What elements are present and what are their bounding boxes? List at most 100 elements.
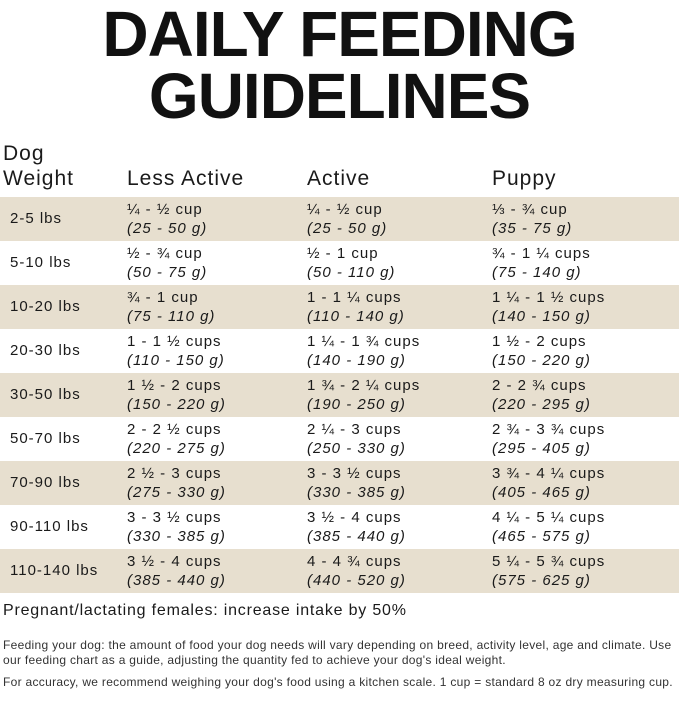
table-cell: ¾ - 1 ¼ cups (75 - 140 g) xyxy=(492,244,591,282)
column-header: Active xyxy=(307,167,371,190)
grams: (465 - 575 g) xyxy=(492,528,591,545)
cups: 1 - 1 ½ cups xyxy=(127,333,222,350)
cups: 1 ¾ - 2 ¼ cups xyxy=(307,377,421,394)
weight: 70-90 lbs xyxy=(10,474,81,491)
cups: ⅓ - ¾ cup xyxy=(492,201,568,218)
table-cell: 1 ¾ - 2 ¼ cups (190 - 250 g) xyxy=(307,376,420,414)
table-cell: ¼ - ½ cup (25 - 50 g) xyxy=(127,200,207,238)
grams: (405 - 465 g) xyxy=(492,484,591,501)
table-cell: ⅓ - ¾ cup (35 - 75 g) xyxy=(492,200,572,238)
table-cell: 3 ½ - 4 cups (385 - 440 g) xyxy=(127,552,226,590)
cups: 2 ½ - 3 cups xyxy=(127,465,222,482)
cups: ¾ - 1 cup xyxy=(127,289,199,306)
cups: 4 - 4 ¾ cups xyxy=(307,553,402,570)
cups: 2 - 2 ¾ cups xyxy=(492,377,587,394)
table-cell: 1 ½ - 2 cups (150 - 220 g) xyxy=(127,376,226,414)
table-cell: 3 - 3 ½ cups (330 - 385 g) xyxy=(127,508,226,546)
cups: 3 ½ - 4 cups xyxy=(127,553,222,570)
grams: (140 - 150 g) xyxy=(492,308,591,325)
cups: 3 ¾ - 4 ¼ cups xyxy=(492,465,606,482)
grams: (35 - 75 g) xyxy=(492,220,573,237)
table-row: 10-20 lbs ¾ - 1 cup (75 - 110 g) 1 - 1 ¼ cu… xyxy=(0,285,679,329)
table-row: 2-5 lbs ¼ - ½ cup (25 - 50 g) ¼ - ½ cup (25 … xyxy=(0,197,679,241)
table-row: 50-70 lbs 2 - 2 ½ cups (220 - 275 g) 2 ¼ - … xyxy=(0,417,679,461)
grams: (25 - 50 g) xyxy=(307,220,388,237)
table-cell: ¾ - 1 cup (75 - 110 g) xyxy=(127,288,215,326)
table-cell: 4 ¼ - 5 ¼ cups (465 - 575 g) xyxy=(492,508,605,546)
grams: (330 - 385 g) xyxy=(127,528,226,545)
grams: (25 - 50 g) xyxy=(127,220,208,237)
table-row: 90-110 lbs 3 - 3 ½ cups (330 - 385 g) 3 ½ -… xyxy=(0,505,679,549)
column-header: Puppy xyxy=(492,167,557,190)
table-cell: 2 - 2 ½ cups (220 - 275 g) xyxy=(127,420,226,458)
table-cell: 1 ¼ - 1 ¾ cups (140 - 190 g) xyxy=(307,332,420,370)
grams: (50 - 75 g) xyxy=(127,264,208,281)
cups: ½ - 1 cup xyxy=(307,245,379,262)
weight: 90-110 lbs xyxy=(10,518,89,535)
table-cell: 1 ½ - 2 cups (150 - 220 g) xyxy=(492,332,591,370)
table-row: 110-140 lbs 3 ½ - 4 cups (385 - 440 g) 4 - … xyxy=(0,549,679,593)
table-cell: 4 - 4 ¾ cups (440 - 520 g) xyxy=(307,552,406,590)
cups: ¾ - 1 ¼ cups xyxy=(492,245,591,262)
cups: ½ - ¾ cup xyxy=(127,245,203,262)
table-row: 5-10 lbs ½ - ¾ cup (50 - 75 g) ½ - 1 cup (50… xyxy=(0,241,679,285)
cups: 3 - 3 ½ cups xyxy=(127,509,222,526)
grams: (385 - 440 g) xyxy=(307,528,406,545)
grams: (440 - 520 g) xyxy=(307,572,406,589)
grams: (150 - 220 g) xyxy=(127,396,226,413)
grams: (140 - 190 g) xyxy=(307,352,406,369)
cups: 1 ¼ - 1 ½ cups xyxy=(492,289,606,306)
table-cell: 1 - 1 ¼ cups (110 - 140 g) xyxy=(307,288,405,326)
table-cell: 5 ¼ - 5 ¾ cups (575 - 625 g) xyxy=(492,552,605,590)
table-cell: 3 ¾ - 4 ¼ cups (405 - 465 g) xyxy=(492,464,605,502)
cups: 2 - 2 ½ cups xyxy=(127,421,222,438)
grams: (75 - 140 g) xyxy=(492,264,582,281)
footnote: Feeding your dog: the amount of food you… xyxy=(3,638,672,667)
cups: ¼ - ½ cup xyxy=(127,201,203,218)
cups: 3 - 3 ½ cups xyxy=(307,465,402,482)
table-row: 30-50 lbs 1 ½ - 2 cups (150 - 220 g) 1 ¾ - … xyxy=(0,373,679,417)
cups: 1 ¼ - 1 ¾ cups xyxy=(307,333,421,350)
grams: (575 - 625 g) xyxy=(492,572,591,589)
table-cell: 1 ¼ - 1 ½ cups (140 - 150 g) xyxy=(492,288,605,326)
weight: 20-30 lbs xyxy=(10,342,81,359)
cups: 1 ½ - 2 cups xyxy=(492,333,587,350)
table-cell: 2 - 2 ¾ cups (220 - 295 g) xyxy=(492,376,591,414)
table-cell: ½ - 1 cup (50 - 110 g) xyxy=(307,244,395,282)
grams: (110 - 150 g) xyxy=(127,352,225,369)
cups: 1 - 1 ¼ cups xyxy=(307,289,402,306)
cups: ¼ - ½ cup xyxy=(307,201,383,218)
column-header: Dog Weight xyxy=(3,142,74,190)
grams: (75 - 110 g) xyxy=(127,308,216,325)
table-cell: ¼ - ½ cup (25 - 50 g) xyxy=(307,200,387,238)
weight: 10-20 lbs xyxy=(10,298,81,315)
grams: (385 - 440 g) xyxy=(127,572,226,589)
table-row: 20-30 lbs 1 - 1 ½ cups (110 - 150 g) 1 ¼ - … xyxy=(0,329,679,373)
grams: (330 - 385 g) xyxy=(307,484,406,501)
cups: 1 ½ - 2 cups xyxy=(127,377,222,394)
cups: 2 ¼ - 3 cups xyxy=(307,421,402,438)
grams: (275 - 330 g) xyxy=(127,484,226,501)
table-cell: 3 - 3 ½ cups (330 - 385 g) xyxy=(307,464,406,502)
grams: (295 - 405 g) xyxy=(492,440,591,457)
table-cell: 1 - 1 ½ cups (110 - 150 g) xyxy=(127,332,225,370)
grams: (150 - 220 g) xyxy=(492,352,591,369)
cups: 2 ¾ - 3 ¾ cups xyxy=(492,421,606,438)
table-cell: 2 ¾ - 3 ¾ cups (295 - 405 g) xyxy=(492,420,605,458)
grams: (190 - 250 g) xyxy=(307,396,406,413)
grams: (250 - 330 g) xyxy=(307,440,406,457)
weight: 30-50 lbs xyxy=(10,386,81,403)
grams: (110 - 140 g) xyxy=(307,308,405,325)
cups: 5 ¼ - 5 ¾ cups xyxy=(492,553,606,570)
cups: 4 ¼ - 5 ¼ cups xyxy=(492,509,606,526)
weight: 110-140 lbs xyxy=(10,562,99,579)
table-row: 70-90 lbs 2 ½ - 3 cups (275 - 330 g) 3 - 3 … xyxy=(0,461,679,505)
table-cell: 2 ½ - 3 cups (275 - 330 g) xyxy=(127,464,226,502)
weight: 5-10 lbs xyxy=(10,254,72,271)
title: DAILY FEEDING xyxy=(102,0,577,70)
table-cell: 2 ¼ - 3 cups (250 - 330 g) xyxy=(307,420,406,458)
cups: 3 ½ - 4 cups xyxy=(307,509,402,526)
table-cell: 3 ½ - 4 cups (385 - 440 g) xyxy=(307,508,406,546)
grams: (220 - 275 g) xyxy=(127,440,226,457)
